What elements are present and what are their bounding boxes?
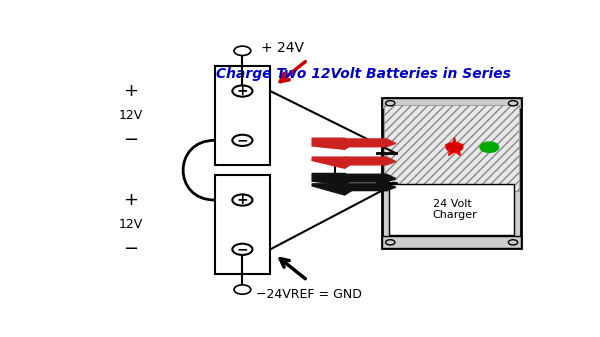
Text: 24 Volt
Charger: 24 Volt Charger bbox=[433, 199, 478, 220]
Polygon shape bbox=[345, 157, 396, 165]
Text: 12V: 12V bbox=[119, 218, 143, 231]
Polygon shape bbox=[345, 174, 396, 182]
Circle shape bbox=[232, 86, 253, 97]
Circle shape bbox=[386, 101, 395, 106]
Text: −: − bbox=[236, 133, 248, 147]
Text: Charge Two 12Volt Batteries in Series: Charge Two 12Volt Batteries in Series bbox=[216, 67, 511, 81]
Circle shape bbox=[234, 285, 251, 294]
Circle shape bbox=[508, 101, 518, 106]
Polygon shape bbox=[312, 174, 354, 185]
Bar bbox=[382, 97, 521, 248]
Circle shape bbox=[232, 244, 253, 255]
Circle shape bbox=[232, 135, 253, 146]
Polygon shape bbox=[345, 184, 396, 191]
Polygon shape bbox=[312, 157, 354, 168]
Text: 12V: 12V bbox=[119, 109, 143, 122]
Text: +: + bbox=[236, 84, 248, 98]
Text: +: + bbox=[124, 191, 139, 209]
Bar bbox=[384, 105, 519, 191]
Circle shape bbox=[446, 143, 463, 152]
Text: + 24V: + 24V bbox=[261, 41, 304, 55]
Bar bbox=[389, 184, 514, 235]
Polygon shape bbox=[345, 139, 396, 147]
Bar bbox=[382, 236, 521, 248]
Circle shape bbox=[234, 46, 251, 56]
Polygon shape bbox=[312, 138, 354, 149]
Polygon shape bbox=[312, 184, 354, 195]
Circle shape bbox=[508, 240, 518, 245]
Text: −: − bbox=[123, 240, 139, 258]
Text: −24VREF = GND: −24VREF = GND bbox=[256, 288, 362, 301]
Text: +: + bbox=[236, 193, 248, 207]
Text: +: + bbox=[124, 82, 139, 100]
Text: −: − bbox=[123, 131, 139, 149]
Text: −: − bbox=[236, 242, 248, 256]
Bar bbox=[382, 97, 521, 109]
Bar bbox=[215, 66, 271, 165]
Circle shape bbox=[386, 240, 395, 245]
Circle shape bbox=[232, 194, 253, 206]
Bar bbox=[215, 175, 271, 274]
Circle shape bbox=[480, 142, 499, 152]
